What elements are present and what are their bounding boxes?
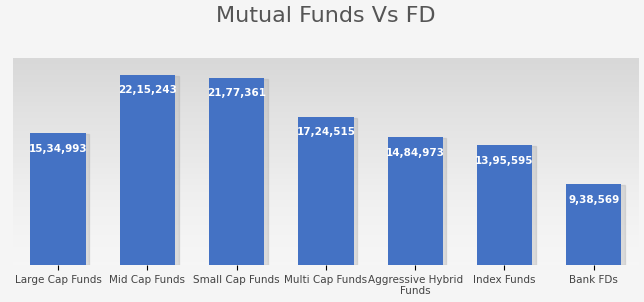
Title: Mutual Funds Vs FD: Mutual Funds Vs FD: [216, 5, 436, 26]
Text: 15,34,993: 15,34,993: [29, 143, 88, 154]
Text: 17,24,515: 17,24,515: [296, 127, 355, 137]
Text: 14,84,973: 14,84,973: [386, 148, 445, 158]
Bar: [480, 146, 536, 265]
Bar: [120, 75, 175, 265]
Bar: [209, 78, 264, 265]
Bar: [213, 79, 268, 265]
Text: 13,95,595: 13,95,595: [475, 156, 534, 165]
Bar: [30, 133, 86, 265]
Bar: [566, 185, 621, 265]
Bar: [477, 145, 532, 265]
Bar: [302, 117, 357, 265]
Bar: [298, 117, 354, 265]
Bar: [123, 76, 178, 265]
Bar: [570, 185, 625, 265]
Bar: [34, 134, 90, 265]
Text: 21,77,361: 21,77,361: [207, 88, 266, 98]
Bar: [388, 137, 443, 265]
Bar: [391, 138, 446, 265]
Text: 9,38,569: 9,38,569: [568, 195, 620, 205]
Text: 22,15,243: 22,15,243: [118, 85, 176, 95]
